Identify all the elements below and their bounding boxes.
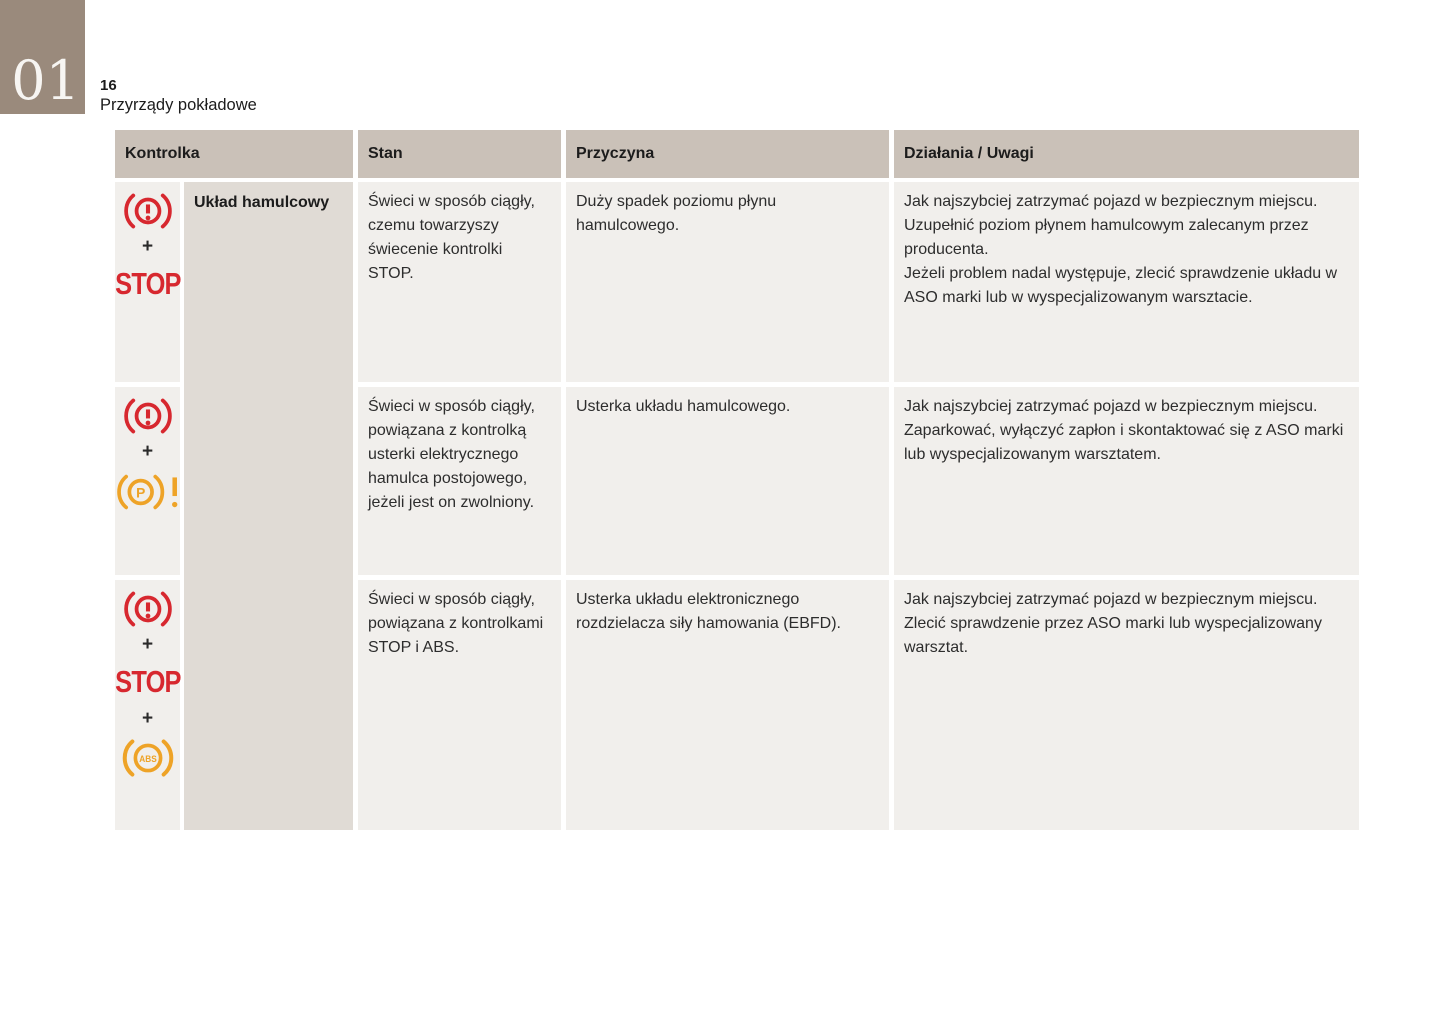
table-row-1-dzialania: Jak najszybciej zatrzymać pojazd w bezpi…: [894, 182, 1359, 382]
chapter-badge: 01: [0, 0, 85, 114]
parking-letter: P: [136, 485, 145, 500]
table-row-2-przyczyna: Usterka układu hamulcowego.: [566, 387, 889, 575]
plus-sign: +: [141, 441, 154, 462]
table-row-1-przyczyna: Duży spadek poziomu płynu hamulcowego.: [566, 182, 889, 382]
brake-warning-icon: [123, 193, 172, 229]
action-item: Jak najszybciej zatrzymać pojazd w bezpi…: [904, 398, 1318, 415]
system-label-cell: Układ hamulcowy: [184, 182, 353, 830]
parking-brake-fault-icon: P: [116, 474, 177, 510]
table-row-2-dzialania: Jak najszybciej zatrzymać pojazd w bezpi…: [894, 387, 1359, 575]
brake-warning-icon: [123, 591, 172, 627]
plus-sign: +: [141, 708, 154, 729]
action-item: Uzupełnić poziom płynem hamulcowym zalec…: [904, 217, 1309, 258]
warning-lights-table: Kontrolka Stan Przyczyna Działania / Uwa…: [115, 130, 1359, 830]
stop-indicator: STOP: [114, 266, 181, 301]
page-number: 16: [100, 77, 117, 94]
abs-warning-icon: ABS: [122, 739, 173, 777]
column-header-przyczyna: Przyczyna: [566, 130, 889, 178]
table-row-2-stan: Świeci w sposób ciągły, powiązana z kont…: [358, 387, 561, 575]
table-row-1-icons: + STOP: [114, 182, 181, 382]
action-item: Jak najszybciej zatrzymać pojazd w bezpi…: [904, 591, 1318, 608]
table-row-3-icons: + STOP + ABS: [114, 580, 181, 830]
brake-warning-icon: [123, 398, 172, 434]
table-row-3-przyczyna: Usterka układu elektronicznego rozdziela…: [566, 580, 889, 830]
chapter-number: 01: [11, 49, 80, 112]
section-title: Przyrządy pokładowe: [100, 96, 257, 114]
table-row-1-stan: Świeci w sposób ciągły, czemu towarzyszy…: [358, 182, 561, 382]
column-header-stan: Stan: [358, 130, 561, 178]
action-item: Zlecić sprawdzenie przez ASO marki lub w…: [904, 615, 1322, 656]
action-item: Jak najszybciej zatrzymać pojazd w bezpi…: [904, 193, 1318, 210]
column-header-dzialania: Działania / Uwagi: [894, 130, 1359, 178]
column-header-kontrolka: Kontrolka: [115, 130, 353, 178]
table-row-3-dzialania: Jak najszybciej zatrzymać pojazd w bezpi…: [894, 580, 1359, 830]
plus-sign: +: [141, 634, 154, 655]
action-item: Jeżeli problem nadal występuje, zlecić s…: [904, 265, 1338, 306]
table-row-3-stan: Świeci w sposób ciągły, powiązana z kont…: [358, 580, 561, 830]
stop-indicator: STOP: [114, 664, 181, 699]
action-item: Zaparkować, wyłączyć zapłon i skontaktow…: [904, 422, 1344, 463]
plus-sign: +: [141, 236, 154, 257]
table-row-2-icons: + P: [115, 387, 180, 575]
abs-label: ABS: [139, 754, 156, 765]
